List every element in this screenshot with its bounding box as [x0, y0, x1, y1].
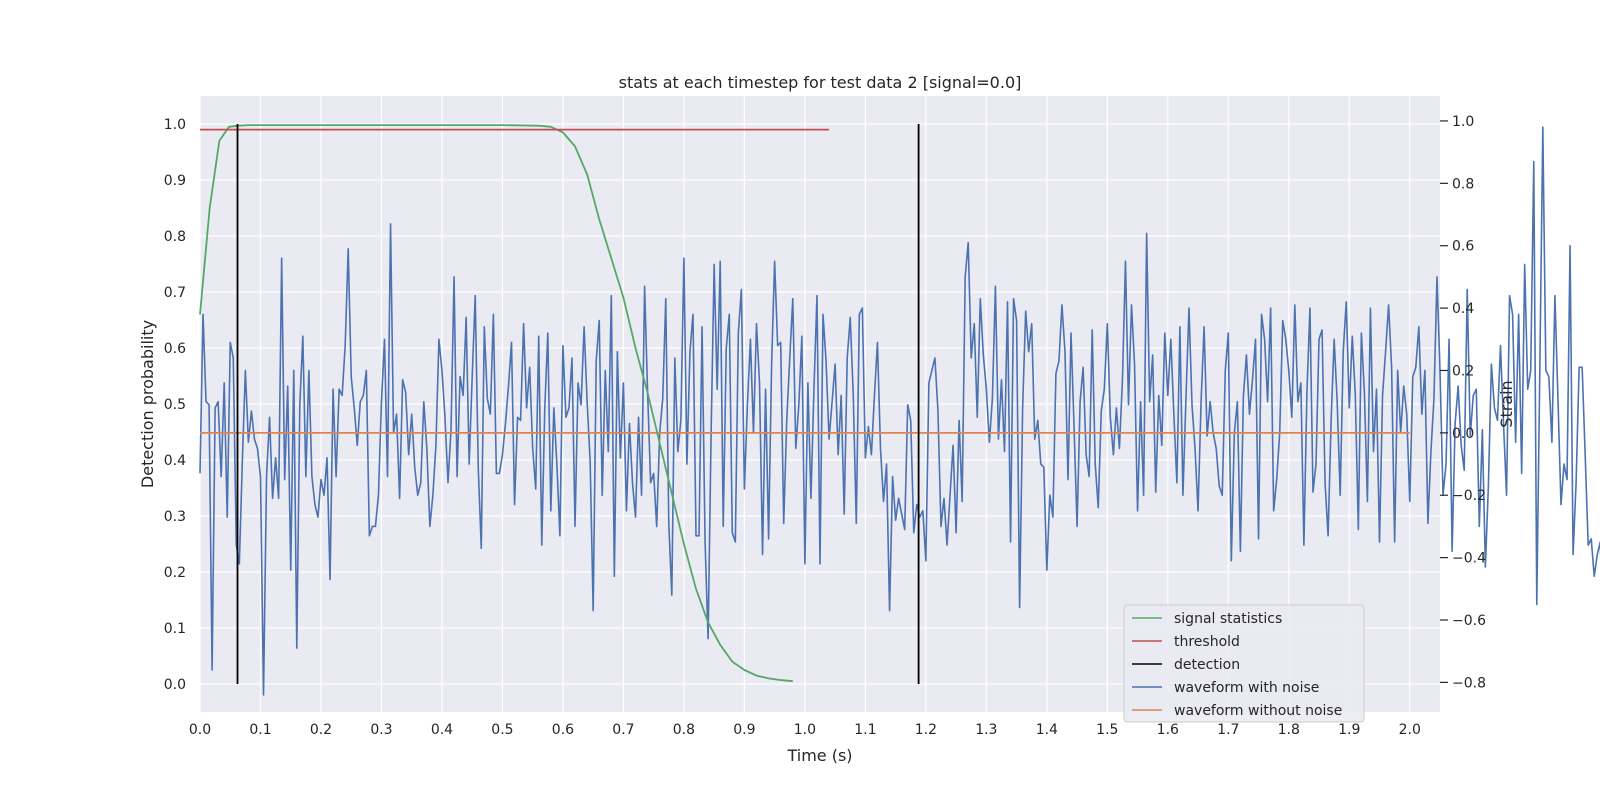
- y-tick-label: 1.0: [164, 117, 186, 133]
- waveform-with-noise-line: [199, 126, 1600, 696]
- y-right-tick-label: −0.8: [1452, 675, 1486, 691]
- series-layer: [199, 124, 1600, 696]
- x-tick-label: 1.4: [1036, 722, 1058, 738]
- x-ticks: 0.0 0.1 0.2 0.3 0.4 0.5 0.6 0.7 0.8 0.9 1.0 1.1 1.2 1…: [189, 722, 1421, 738]
- y-tick-label: 0.9: [164, 173, 186, 189]
- y-tick-label: 0.7: [164, 285, 186, 301]
- x-tick-label: 0.8: [673, 722, 695, 738]
- x-tick-label: 0.6: [552, 722, 574, 738]
- y-right-tick-label: 0.6: [1452, 239, 1474, 255]
- y-right-tick-label: 1.0: [1452, 114, 1474, 130]
- y-tick-label: 0.3: [164, 509, 186, 525]
- y-right-tick-label: −0.2: [1452, 488, 1486, 504]
- x-tick-label: 0.9: [733, 722, 755, 738]
- x-tick-label: 1.7: [1217, 722, 1239, 738]
- y-axis-right-label: Strain: [1497, 380, 1516, 427]
- y-tick-label: 0.4: [164, 453, 186, 469]
- y-right-tick-label: 0.2: [1452, 363, 1474, 379]
- signal-statistics-line: [199, 124, 793, 683]
- y-tick-label: 0.5: [164, 397, 186, 413]
- y-right-tick-label: 0.4: [1452, 301, 1474, 317]
- y-tick-label: 0.0: [164, 677, 186, 693]
- x-tick-label: 1.3: [975, 722, 997, 738]
- x-tick-label: 1.5: [1096, 722, 1118, 738]
- x-tick-label: 1.9: [1338, 722, 1360, 738]
- x-tick-label: 1.2: [915, 722, 937, 738]
- x-tick-label: 0.4: [431, 722, 453, 738]
- y-tick-label: 0.8: [164, 229, 186, 245]
- y2-ticks: −0.8 −0.6 −0.4 −0.2 0.0 0.2 0.4 0.6 0.8 1.0: [1440, 114, 1486, 691]
- x-tick-label: 0.7: [612, 722, 634, 738]
- x-tick-label: 0.1: [249, 722, 271, 738]
- y-tick-label: 0.2: [164, 565, 186, 581]
- chart-title: stats at each timestep for test data 2 […: [619, 73, 1022, 92]
- x-tick-label: 0.2: [310, 722, 332, 738]
- y-axis-label: Detection probability: [138, 320, 157, 488]
- y-right-tick-label: 0.8: [1452, 176, 1474, 192]
- x-tick-label: 1.0: [794, 722, 816, 738]
- legend-label-signal-statistics: signal statistics: [1174, 611, 1282, 627]
- y-right-tick-label: 0.0: [1452, 426, 1474, 442]
- x-tick-label: 0.5: [491, 722, 513, 738]
- legend-label-waveform-with-noise: waveform with noise: [1174, 680, 1319, 696]
- x-tick-label: 2.0: [1399, 722, 1421, 738]
- y-tick-label: 0.1: [164, 621, 186, 637]
- x-tick-label: 0.3: [370, 722, 392, 738]
- x-tick-label: 1.1: [854, 722, 876, 738]
- y-tick-label: 0.6: [164, 341, 186, 357]
- x-tick-label: 0.0: [189, 722, 211, 738]
- y-ticks: 0.0 0.1 0.2 0.3 0.4 0.5 0.6 0.7 0.8 0.9 1.0: [164, 117, 186, 693]
- legend: signal statistics threshold detection wa…: [1123, 604, 1365, 723]
- legend-label-waveform-without-noise: waveform without noise: [1174, 703, 1342, 719]
- x-tick-label: 1.6: [1157, 722, 1179, 738]
- y-right-tick-label: −0.4: [1452, 551, 1486, 567]
- legend-label-detection: detection: [1174, 657, 1240, 673]
- x-axis-label: Time (s): [786, 746, 852, 765]
- y-right-tick-label: −0.6: [1452, 613, 1486, 629]
- legend-label-threshold: threshold: [1174, 634, 1240, 650]
- x-tick-label: 1.8: [1278, 722, 1300, 738]
- legend-box: [1123, 604, 1365, 723]
